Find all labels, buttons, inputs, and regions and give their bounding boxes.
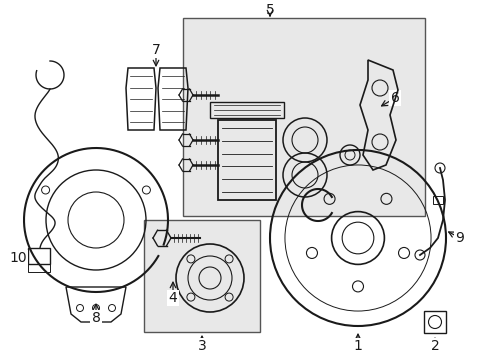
Text: 5: 5 xyxy=(265,3,274,17)
Bar xyxy=(423,311,445,333)
Bar xyxy=(143,220,260,332)
Text: 2: 2 xyxy=(430,339,439,353)
Text: 3: 3 xyxy=(197,339,206,353)
Text: 6: 6 xyxy=(390,91,399,105)
Text: 4: 4 xyxy=(168,291,177,305)
Bar xyxy=(209,102,284,118)
Text: 10: 10 xyxy=(9,251,27,265)
Bar xyxy=(218,120,275,200)
Text: 8: 8 xyxy=(91,311,100,325)
Bar xyxy=(28,264,50,272)
Text: 1: 1 xyxy=(353,339,362,353)
Text: 9: 9 xyxy=(455,231,464,245)
Bar xyxy=(183,18,424,216)
Bar xyxy=(28,248,50,264)
Text: 7: 7 xyxy=(151,43,160,57)
Bar xyxy=(432,196,442,204)
